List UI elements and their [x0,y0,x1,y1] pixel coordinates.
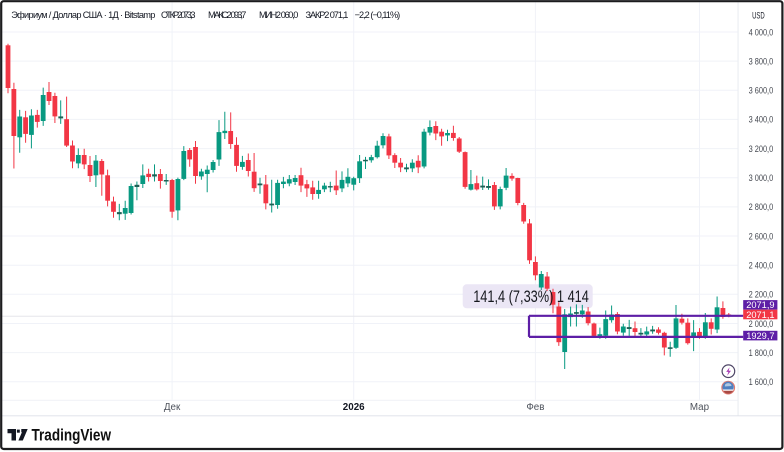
svg-text:3 000,0: 3 000,0 [749,172,774,183]
svg-text:1 600,0: 1 600,0 [749,376,774,387]
svg-text:МАКС2 093,7: МАКС2 093,7 [208,10,246,20]
svg-text:141,4 (7,33%) 1 414: 141,4 (7,33%) 1 414 [473,287,589,306]
svg-text:2 600,0: 2 600,0 [749,230,774,241]
svg-text:Фев: Фев [526,402,544,413]
svg-text:3 800,0: 3 800,0 [749,56,774,67]
svg-text:2 000,0: 2 000,0 [749,318,774,329]
svg-text:3 400,0: 3 400,0 [749,114,774,125]
svg-text:Дек: Дек [164,402,181,413]
svg-text:2 400,0: 2 400,0 [749,260,774,271]
svg-text:USD: USD [752,10,765,21]
svg-text:Мар: Мар [690,402,710,413]
svg-text:2026: 2026 [343,402,365,413]
svg-text:2071,9: 2071,9 [746,299,774,310]
svg-text:3 600,0: 3 600,0 [749,85,774,96]
svg-text:Эфириум / Доллар США · 1Д · Bi: Эфириум / Доллар США · 1Д · Bitstamp [11,10,155,20]
svg-text:−2,2 (−0,11%): −2,2 (−0,11%) [355,10,401,20]
svg-text:ОТКР2 073,3: ОТКР2 073,3 [161,10,196,20]
svg-text:2 200,0: 2 200,0 [749,289,774,300]
svg-text:1 800,0: 1 800,0 [749,347,774,358]
svg-text:ЗАКР2 071,1: ЗАКР2 071,1 [306,10,349,20]
svg-text:МИН2 060,0: МИН2 060,0 [259,10,298,20]
svg-text:3 200,0: 3 200,0 [749,143,774,154]
svg-text:TradingView: TradingView [32,426,112,445]
svg-text:1929,7: 1929,7 [746,330,774,341]
svg-text:4 000,0: 4 000,0 [749,26,774,37]
svg-text:2 800,0: 2 800,0 [749,201,774,212]
svg-text:2071,1: 2071,1 [746,309,774,320]
